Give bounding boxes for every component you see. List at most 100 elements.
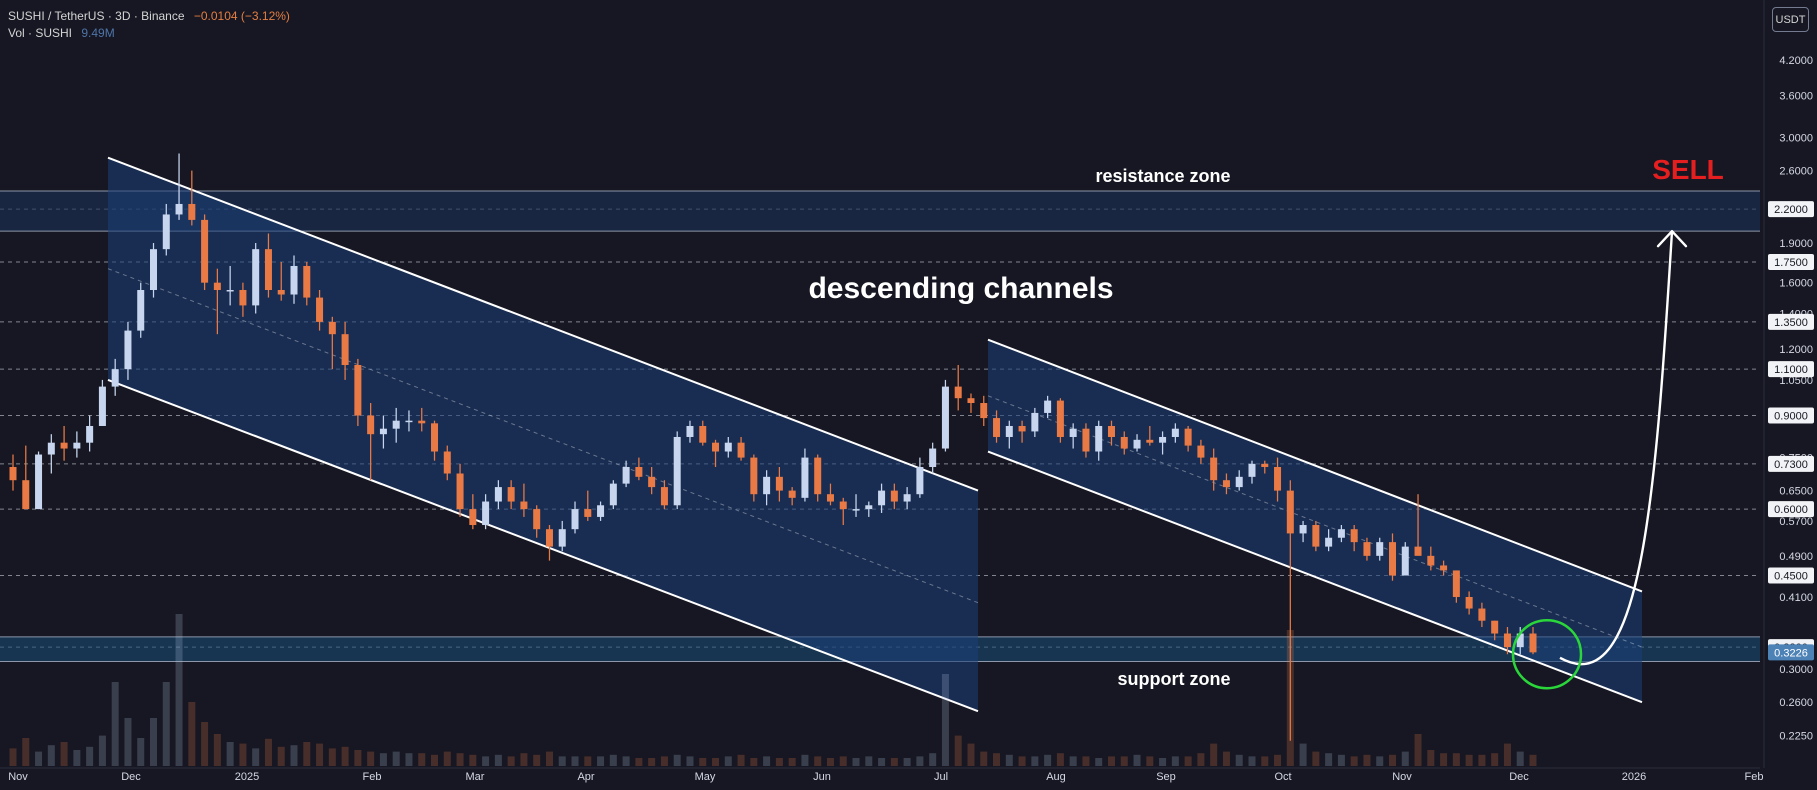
volume-bar (1184, 756, 1192, 766)
volume-bar (1274, 754, 1282, 766)
x-tick-label: 2026 (1622, 771, 1646, 783)
price-box-label: 0.9000 (1774, 410, 1808, 422)
chart-header: SUSHI / TetherUS · 3D · Binance −0.0104 … (8, 8, 290, 42)
candle (1503, 633, 1511, 648)
volume-bar (1388, 754, 1396, 766)
price-box-label: 0.6000 (1774, 504, 1808, 516)
projection-arrow-head (1656, 229, 1688, 248)
candle (712, 442, 720, 452)
candle (1491, 620, 1499, 634)
volume-bar (1171, 756, 1179, 766)
candle (1248, 463, 1256, 477)
x-tick-label: Apr (577, 771, 594, 783)
x-tick-label: Dec (121, 771, 141, 783)
candle (1312, 525, 1320, 547)
volume-bar (1197, 753, 1205, 766)
candle (252, 249, 260, 306)
candle (1414, 546, 1422, 556)
y-tick-label: 2.6000 (1779, 166, 1813, 178)
candle (1465, 597, 1473, 609)
price-box (1768, 313, 1814, 330)
volume-bar (558, 756, 566, 766)
volume-bar (1350, 756, 1358, 766)
volume-bar (686, 756, 694, 766)
channel-lower-line-2 (987, 450, 1643, 704)
volume-bar (597, 756, 605, 766)
volume-bar (954, 735, 962, 766)
volume-bar (1452, 753, 1460, 766)
x-tick-label: 2025 (235, 771, 259, 783)
price-box (1768, 501, 1814, 518)
candle (1376, 542, 1384, 556)
candle (1427, 555, 1435, 566)
volume-bar (839, 756, 847, 766)
current-price-box (1768, 644, 1814, 661)
volume-bar (1069, 756, 1077, 766)
candle (47, 442, 55, 455)
candle (814, 457, 822, 495)
candle (1082, 428, 1090, 452)
candle (175, 203, 183, 215)
candle (1133, 439, 1141, 449)
volume-bar (1376, 756, 1384, 766)
candle (328, 321, 336, 335)
volume-bar (213, 734, 221, 766)
volume-bar (1056, 753, 1064, 766)
volume-bar (699, 758, 707, 766)
candle (622, 467, 630, 484)
candle (597, 505, 605, 517)
volume-bar (941, 674, 949, 766)
candle (367, 415, 375, 435)
zones (0, 190, 1760, 663)
currency-button[interactable]: USDT (1772, 7, 1809, 32)
volume-bar (1337, 754, 1345, 766)
volume-bar (9, 748, 17, 766)
candle (22, 480, 30, 510)
symbol-title[interactable]: SUSHI / TetherUS · 3D · Binance (8, 9, 185, 23)
volume-bar (1299, 743, 1307, 766)
volume-label[interactable]: Vol · SUSHI (8, 26, 73, 40)
volume-bar (507, 756, 515, 766)
volume-bar (137, 738, 145, 766)
volume-bar (188, 702, 196, 766)
candle (1056, 400, 1064, 437)
x-tick-label: Feb (1745, 771, 1764, 783)
volume-bar (1031, 756, 1039, 766)
volume-bar (1222, 751, 1230, 766)
volume-bar (252, 748, 260, 766)
price-box (1768, 253, 1814, 270)
y-tick-label: 3.6000 (1779, 90, 1813, 102)
candle (1529, 633, 1537, 653)
volume-bar (801, 754, 809, 766)
candle (1107, 425, 1115, 437)
candle (954, 386, 962, 399)
candle (392, 420, 400, 429)
x-tick-label: Jul (934, 771, 948, 783)
candle (469, 509, 477, 526)
price-box (1768, 407, 1814, 424)
x-tick-label: Dec (1509, 771, 1529, 783)
volume-bar (571, 756, 579, 766)
candle (1350, 529, 1358, 543)
candle (1184, 428, 1192, 446)
volume-bar (86, 746, 94, 766)
y-tick-label: 0.2250 (1779, 731, 1813, 743)
volume-bar (1325, 753, 1333, 766)
volume-bar (826, 758, 834, 766)
candle (1210, 457, 1218, 481)
candle (1197, 445, 1205, 458)
volume-bar (1044, 754, 1052, 766)
channel-middle-line-1 (107, 268, 979, 604)
candle (801, 457, 809, 498)
volume-bar (124, 718, 132, 766)
volume-bar (545, 751, 553, 766)
volume-bar (724, 756, 732, 766)
volume-bar (903, 758, 911, 766)
volume-bar (916, 756, 924, 766)
volume-bar (316, 743, 324, 766)
resistance-zone-box (0, 191, 1760, 232)
candle (1440, 565, 1448, 571)
volume-bar (47, 745, 55, 766)
volume-bar (264, 738, 272, 766)
